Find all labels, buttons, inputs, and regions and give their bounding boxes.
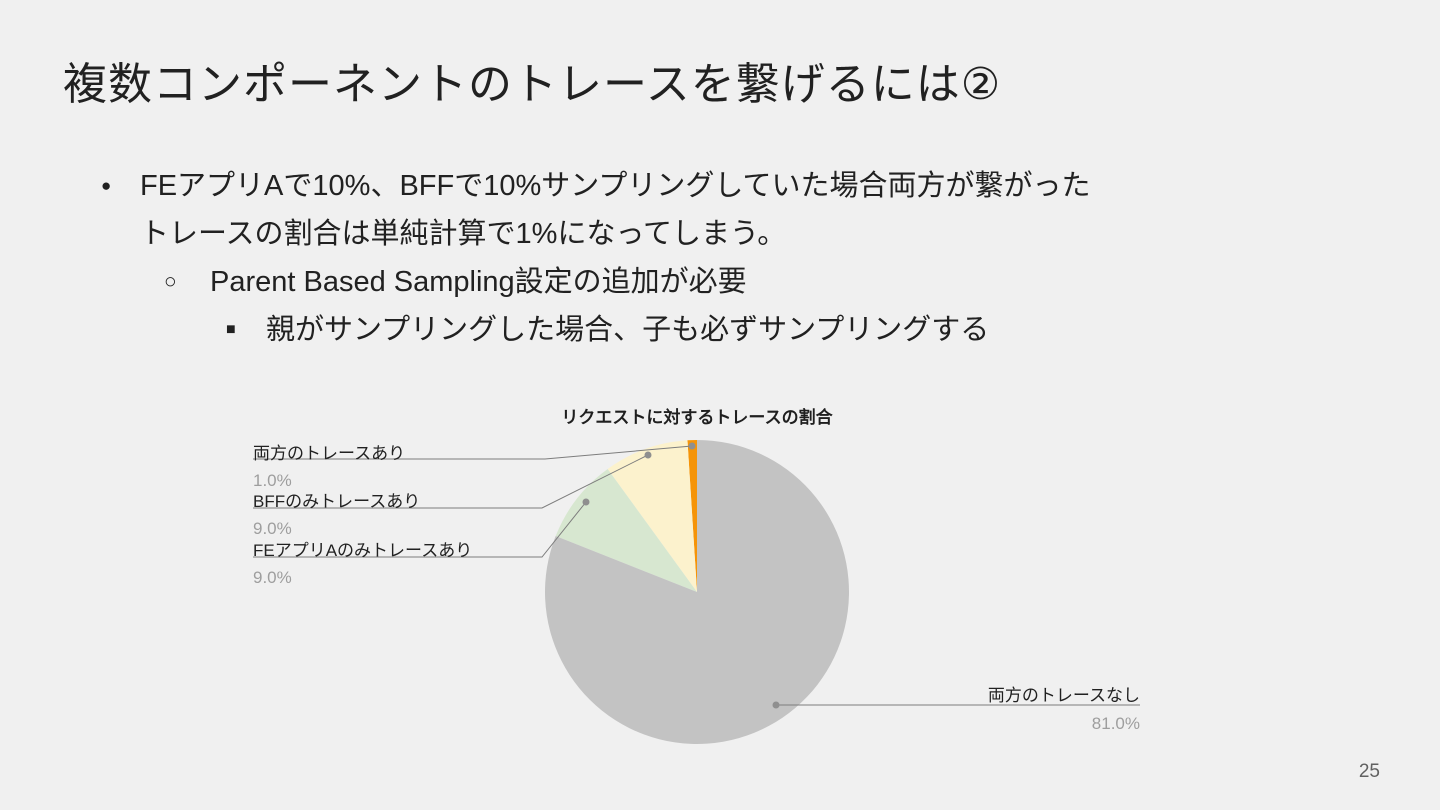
callout-percent: 1.0%: [253, 471, 292, 490]
pie-slice-2: [555, 469, 697, 592]
leader-dot: [582, 498, 590, 506]
pie-slice-3: [545, 440, 849, 744]
callout-label: 両方のトレースなし: [987, 686, 1140, 705]
bullet-marker-filled-circle: ●: [101, 176, 112, 195]
callout-percent: 81.0%: [1091, 714, 1140, 733]
bullet-line: 親がサンプリングした場合、子も必ずサンプリングする: [266, 314, 990, 346]
callout-label: BFFのみトレースあり: [253, 492, 421, 511]
page-number: 25: [1358, 761, 1380, 782]
callout-both-traces: 両方のトレースあり 1.0%: [253, 439, 405, 491]
callout-bff-only: BFFのみトレースあり 9.0%: [253, 487, 420, 539]
bullet-marker-hollow-circle: ○: [164, 270, 177, 293]
leader-line: [253, 454, 649, 509]
leader-dot: [688, 442, 696, 450]
leader-dot: [772, 701, 780, 709]
bullet-line: トレースの割合は単純計算で1%になってしまう。: [140, 218, 787, 250]
callout-neither-trace: 両方のトレースなし 81.0%: [840, 681, 1140, 734]
pie-chart: [253, 440, 1140, 744]
leader-line: [253, 445, 693, 460]
callout-label: 両方のトレースあり: [253, 444, 406, 463]
callout-label: FEアプリAのみトレースあり: [253, 541, 473, 560]
callout-fe-only: FEアプリAのみトレースあり 9.0%: [253, 536, 472, 588]
bullet-line: Parent Based Sampling設定の追加が必要: [210, 266, 747, 298]
pie-slice-1: [607, 440, 697, 592]
bullet-list: ● FEアプリAで10%、BFFで10%サンプリングしていた場合両方が繋がった …: [0, 162, 1360, 354]
bullet-line: FEアプリAで10%、BFFで10%サンプリングしていた場合両方が繋がった: [140, 170, 1091, 202]
slide-title: 複数コンポーネントのトレースを繋げるには②: [63, 60, 1002, 109]
bullet-item: ■ 親がサンプリングした場合、子も必ずサンプリングする: [0, 306, 1360, 354]
chart-title: リクエストに対するトレースの割合: [561, 408, 833, 427]
leader-dot: [644, 451, 652, 459]
callout-percent: 9.0%: [253, 519, 292, 538]
bullet-item: ● FEアプリAで10%、BFFで10%サンプリングしていた場合両方が繋がった …: [0, 162, 1360, 258]
pie-slice-0: [687, 440, 697, 592]
bullet-item: ○ Parent Based Sampling設定の追加が必要: [0, 258, 1360, 306]
leader-line: [253, 501, 587, 558]
callout-percent: 9.0%: [253, 568, 292, 587]
bullet-marker-square: ■: [226, 321, 236, 338]
